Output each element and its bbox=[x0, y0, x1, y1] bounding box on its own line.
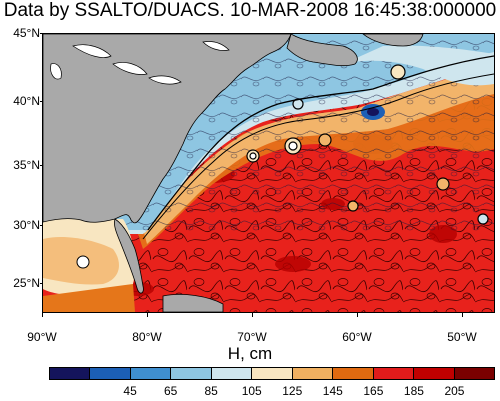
lat-tick bbox=[40, 165, 43, 166]
lon-label-50w: 50°W bbox=[447, 330, 477, 344]
lon-label-90w: 90°W bbox=[27, 330, 57, 344]
lat-label-25n: 25°N bbox=[13, 276, 40, 290]
lon-label-70w: 70°W bbox=[237, 330, 267, 344]
lat-label-45n: 45°N bbox=[13, 26, 40, 40]
colorbar-swatch bbox=[211, 368, 253, 379]
colorbar-swatch bbox=[333, 368, 374, 379]
colorbar-label: 45 bbox=[123, 384, 137, 398]
colorbar-label: 125 bbox=[282, 384, 303, 398]
map-title: Data by SSALTO/DUACS. 10-MAR-2008 16:45:… bbox=[3, 0, 497, 21]
colorbar-label: 145 bbox=[322, 384, 343, 398]
lat-tick bbox=[40, 225, 43, 226]
lon-tick bbox=[42, 313, 43, 317]
colorbar-label: 165 bbox=[363, 384, 384, 398]
lon-tick bbox=[147, 313, 148, 317]
colorbar-label: 205 bbox=[444, 384, 465, 398]
colorbar-swatch bbox=[171, 368, 212, 379]
lon-label-80w: 80°W bbox=[132, 330, 162, 344]
colorbar bbox=[49, 367, 495, 380]
lat-label-30n: 30°N bbox=[13, 218, 40, 232]
colorbar-swatch bbox=[130, 368, 172, 379]
axis-label: H, cm bbox=[227, 344, 273, 363]
colorbar-swatch bbox=[414, 368, 455, 379]
colorbar-swatch bbox=[50, 368, 91, 379]
map-canvas bbox=[43, 34, 494, 312]
sea-surface-height-map bbox=[42, 33, 495, 313]
lat-label-35n: 35°N bbox=[13, 158, 40, 172]
lat-tick bbox=[40, 101, 43, 102]
colorbar-swatch bbox=[454, 368, 494, 379]
colorbar-label: 105 bbox=[241, 384, 262, 398]
colorbar-label: 65 bbox=[163, 384, 178, 398]
colorbar-swatch bbox=[292, 368, 334, 379]
colorbar-swatch bbox=[252, 368, 293, 379]
lon-tick bbox=[252, 313, 253, 317]
colorbar-label: 185 bbox=[403, 384, 424, 398]
colorbar-swatch bbox=[373, 368, 415, 379]
lat-tick bbox=[40, 33, 43, 34]
colorbar-label: 85 bbox=[204, 384, 218, 398]
lat-tick bbox=[40, 283, 43, 284]
lat-label-40n: 40°N bbox=[13, 94, 40, 108]
lon-tick bbox=[462, 313, 463, 317]
colorbar-swatch bbox=[90, 368, 131, 379]
lon-tick bbox=[357, 313, 358, 317]
lon-label-60w: 60°W bbox=[342, 330, 372, 344]
